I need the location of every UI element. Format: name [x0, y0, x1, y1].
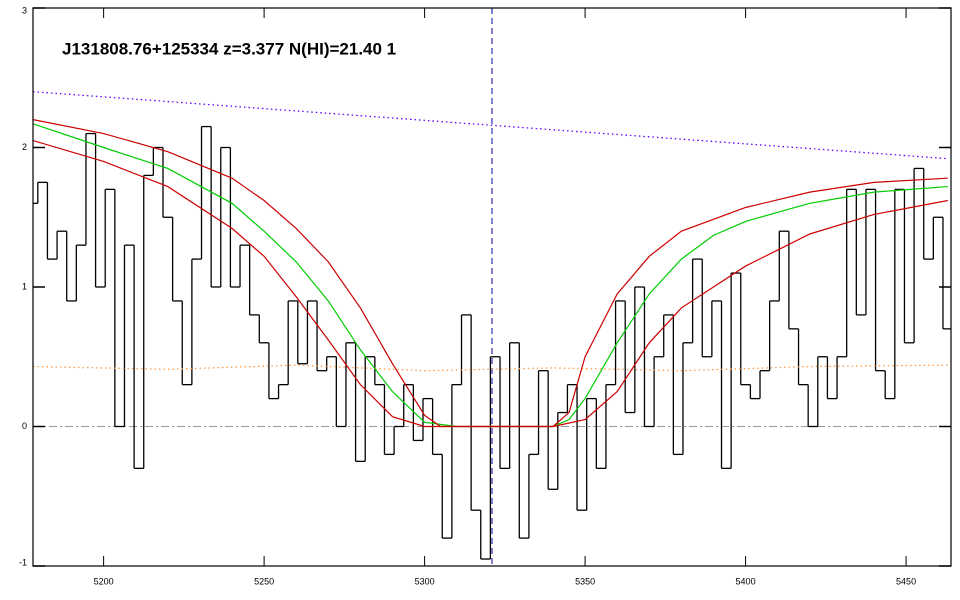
x-tick-label: 5350: [575, 576, 595, 586]
series-line: [33, 91, 948, 160]
plot-area: [33, 8, 951, 566]
y-tick-label: 0: [22, 421, 27, 431]
series-line: [33, 139, 948, 428]
y-tick-label: 3: [22, 5, 27, 15]
axes: 5200 5250 5300 5350 5400 5450 -1 0 1 2 3: [19, 5, 951, 586]
y-tick-label: 2: [22, 142, 27, 152]
chart-title: J131808.76+125334 z=3.377 N(HI)=21.40 1: [62, 39, 396, 58]
x-tick-label: 5450: [896, 576, 916, 586]
x-tick-label: 5300: [415, 576, 435, 586]
x-tick-label: 5400: [736, 576, 756, 586]
y-tick-label: 1: [22, 281, 27, 291]
y-tick-label: -1: [19, 557, 27, 567]
x-tick-label: 5200: [94, 576, 114, 586]
x-tick-label: 5250: [254, 576, 274, 586]
